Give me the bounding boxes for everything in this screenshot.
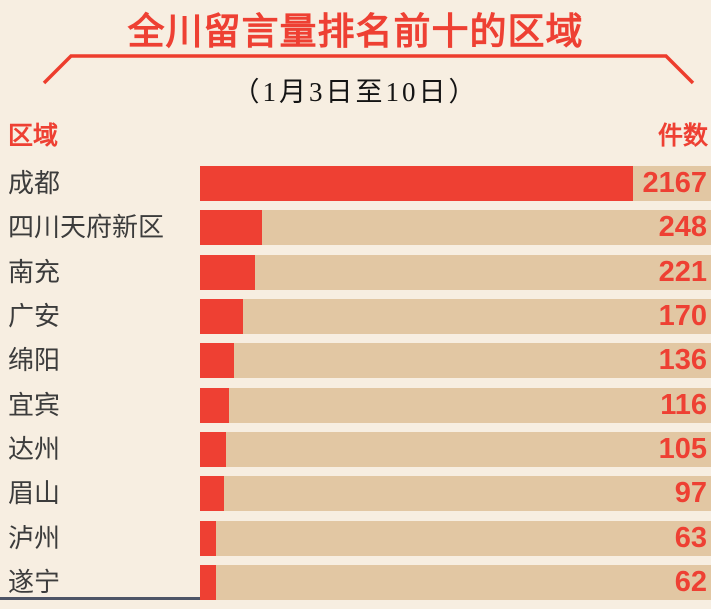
bar-track <box>200 298 711 334</box>
bar-fill <box>200 254 256 290</box>
bar-track <box>200 476 711 512</box>
count-value: 63 <box>674 521 707 554</box>
table-row: 绵阳 136 <box>0 343 711 387</box>
table-row: 南充 221 <box>0 254 711 299</box>
chart-subtitle: （1月3日至10日） <box>232 77 479 107</box>
region-label: 遂宁 <box>8 566 61 597</box>
bar-fill <box>200 343 234 379</box>
bar-fill <box>200 520 216 556</box>
bar-track <box>200 564 711 600</box>
table-row: 广安 170 <box>0 298 711 343</box>
count-value: 62 <box>674 565 707 598</box>
bar-track <box>200 431 711 467</box>
bar-rows: 成都 2167 四川天府新区 248 南充 221 广安 170 绵阳 136 <box>0 166 711 609</box>
bar-fill <box>200 564 216 600</box>
region-label: 泸州 <box>8 522 61 553</box>
region-label: 眉山 <box>8 478 61 509</box>
bar-track <box>200 254 711 290</box>
table-row: 遂宁 62 <box>0 564 711 609</box>
bar-fill <box>200 431 227 467</box>
bar-fill <box>200 298 243 334</box>
bracket-line <box>42 54 695 85</box>
chart-title: 全川留言量排名前十的区域 <box>127 11 584 52</box>
region-label: 成都 <box>8 168 61 198</box>
region-label: 绵阳 <box>8 345 61 376</box>
count-value: 2167 <box>642 167 707 199</box>
count-value: 97 <box>674 477 707 510</box>
table-row: 达州 105 <box>0 431 711 476</box>
count-value: 116 <box>660 388 707 421</box>
table-row: 四川天府新区 248 <box>0 210 711 254</box>
count-value: 105 <box>658 432 707 465</box>
column-header-count: 件数 <box>657 122 708 150</box>
region-label: 四川天府新区 <box>8 212 165 243</box>
bar-track <box>200 210 711 246</box>
bar-fill <box>200 210 262 246</box>
bar-track <box>200 387 711 423</box>
table-row: 成都 2167 <box>0 166 711 210</box>
region-label: 宜宾 <box>8 389 61 420</box>
table-row: 眉山 97 <box>0 476 711 520</box>
next-section-edge <box>0 597 200 600</box>
region-label: 广安 <box>8 300 61 331</box>
table-row: 宜宾 116 <box>0 387 711 432</box>
count-value: 221 <box>658 255 707 288</box>
column-header-region: 区域 <box>8 122 59 150</box>
bar-track <box>200 343 711 379</box>
count-value: 170 <box>658 299 707 332</box>
bar-fill <box>200 387 229 423</box>
bar-fill <box>200 166 633 201</box>
count-value: 136 <box>658 344 707 377</box>
bar-fill <box>200 476 225 512</box>
table-row: 泸州 63 <box>0 520 711 565</box>
region-label: 达州 <box>8 433 61 464</box>
count-value: 248 <box>658 211 707 244</box>
bar-track <box>200 166 711 201</box>
bar-track <box>200 520 711 556</box>
region-label: 南充 <box>8 256 61 287</box>
